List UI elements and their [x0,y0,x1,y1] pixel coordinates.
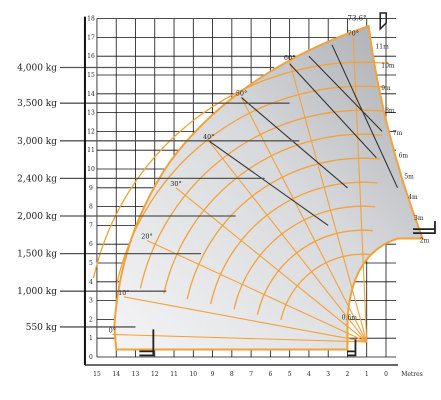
reach-arc [256,229,374,315]
boom-line [241,97,348,189]
x-tick-label: 2 [346,371,350,378]
x-tick-label: 0 [384,371,388,378]
extension-label: 10m [381,62,395,69]
extension-label: 6m [399,153,409,160]
max-angle-label: 73.6° [348,15,367,23]
boom-angle-label: 30° [170,180,182,188]
boom-angle-label: 20° [141,232,153,240]
extension-label: 8m [385,108,395,115]
angle-spoke [352,37,368,342]
boom-angle-label: 70° [347,29,359,37]
y-tick-label: 18 [87,16,95,23]
angle-spoke [123,296,367,343]
angle-spoke [240,97,368,343]
x-tick-label: 4 [307,371,311,378]
y-tick-label: 11 [87,147,95,154]
chart-axes [83,16,398,366]
y-tick-label: 6 [89,241,93,248]
extension-label: 4m [408,194,418,201]
y-tick-label: 3 [89,298,93,305]
machine-outline [139,12,436,357]
extension-label: 9m [381,85,391,92]
y-tick-label: 12 [87,128,95,135]
y-tick-label: 5 [89,260,93,267]
load-zone-label: 4,000 kg [17,63,57,73]
y-tick-label: 8 [89,204,93,211]
x-tick-label: 14 [112,371,120,378]
load-zones: 4,000 kg 3,500 kg 3,000 kg 2,400 kg 2,000 kg… [17,63,300,333]
extension-label: 7m [393,130,403,137]
y-tick-label: 16 [87,53,95,60]
boom-angle-label: 40° [203,133,215,141]
boom-angle-label: 10° [118,289,130,297]
fork-tool [139,329,155,357]
extension-label: 5m [404,173,414,180]
boom-angle-label: 50° [236,90,248,98]
y-tick-label: 0 [89,354,93,361]
y-tick-label: 4 [89,279,93,286]
fork-tool [347,339,357,357]
x-tick-label: 8 [230,371,234,378]
fork-tool [379,12,387,31]
angle-spoke [112,333,367,343]
y-tick-label: 17 [87,34,95,41]
x-tick-label: 7 [249,371,253,378]
reach-arc [116,85,387,284]
y-tick-label: 14 [87,91,95,98]
y-tick-label: 13 [87,110,95,117]
x-tick-label: 15 [93,371,101,378]
load-zone-label: 3,500 kg [17,99,57,109]
y-tick-label: 1 [89,335,93,342]
reach-arc [92,61,389,279]
angle-spoke [208,140,368,343]
x-tick-label: 1 [365,371,369,378]
load-zone-label: 1,000 kg [17,287,57,297]
y-tick-label: 2 [89,316,93,323]
x-tick-label: 9 [211,371,215,378]
x-unit-label: Metres [401,371,423,378]
x-tick-label: 13 [132,371,140,378]
load-zone-label: 1,500 kg [17,250,57,260]
angle-spoke [175,187,368,343]
x-tick-label: 6 [268,371,272,378]
load-zone-label: 550 kg [26,323,57,333]
load-zone-label: 3,000 kg [17,137,57,147]
y-tick-label: 15 [87,72,95,79]
load-zone-label: 2,000 kg [17,212,57,222]
boom-angle-label: 0° [109,326,116,334]
boom-angle-label: 60° [284,54,296,62]
reach-arc [280,253,371,321]
x-tick-label: 10 [189,371,197,378]
reach-arc [209,181,378,305]
boom-line [208,140,329,226]
angle-spoke [146,239,367,343]
y-tick-label: 10 [87,166,95,173]
extension-label: 2m [420,237,430,244]
y-tick-label: 9 [89,185,93,192]
boom-line [289,63,377,159]
fork-tool [412,221,436,235]
load-envelope [113,24,425,351]
boom-angle-lines: 70° 60° 50° 40° 30° 20° 10° 0° [109,29,399,334]
y-tick-label: 7 [89,222,93,229]
reach-arcs [92,37,389,343]
x-tick-label: 11 [170,371,178,378]
x-tick-label: 3 [326,371,330,378]
extension-label: 11m [375,44,389,51]
angle-spoke [289,61,368,343]
boom-line [331,44,399,189]
x-tick-label: 12 [151,371,159,378]
extension-label: 0.6m [342,314,358,321]
x-tick-label: 5 [288,371,292,378]
boom-line [308,55,383,132]
reach-arc [233,205,376,310]
load-zone-label: 2,400 kg [17,174,57,184]
extension-label: 3m [414,215,424,222]
